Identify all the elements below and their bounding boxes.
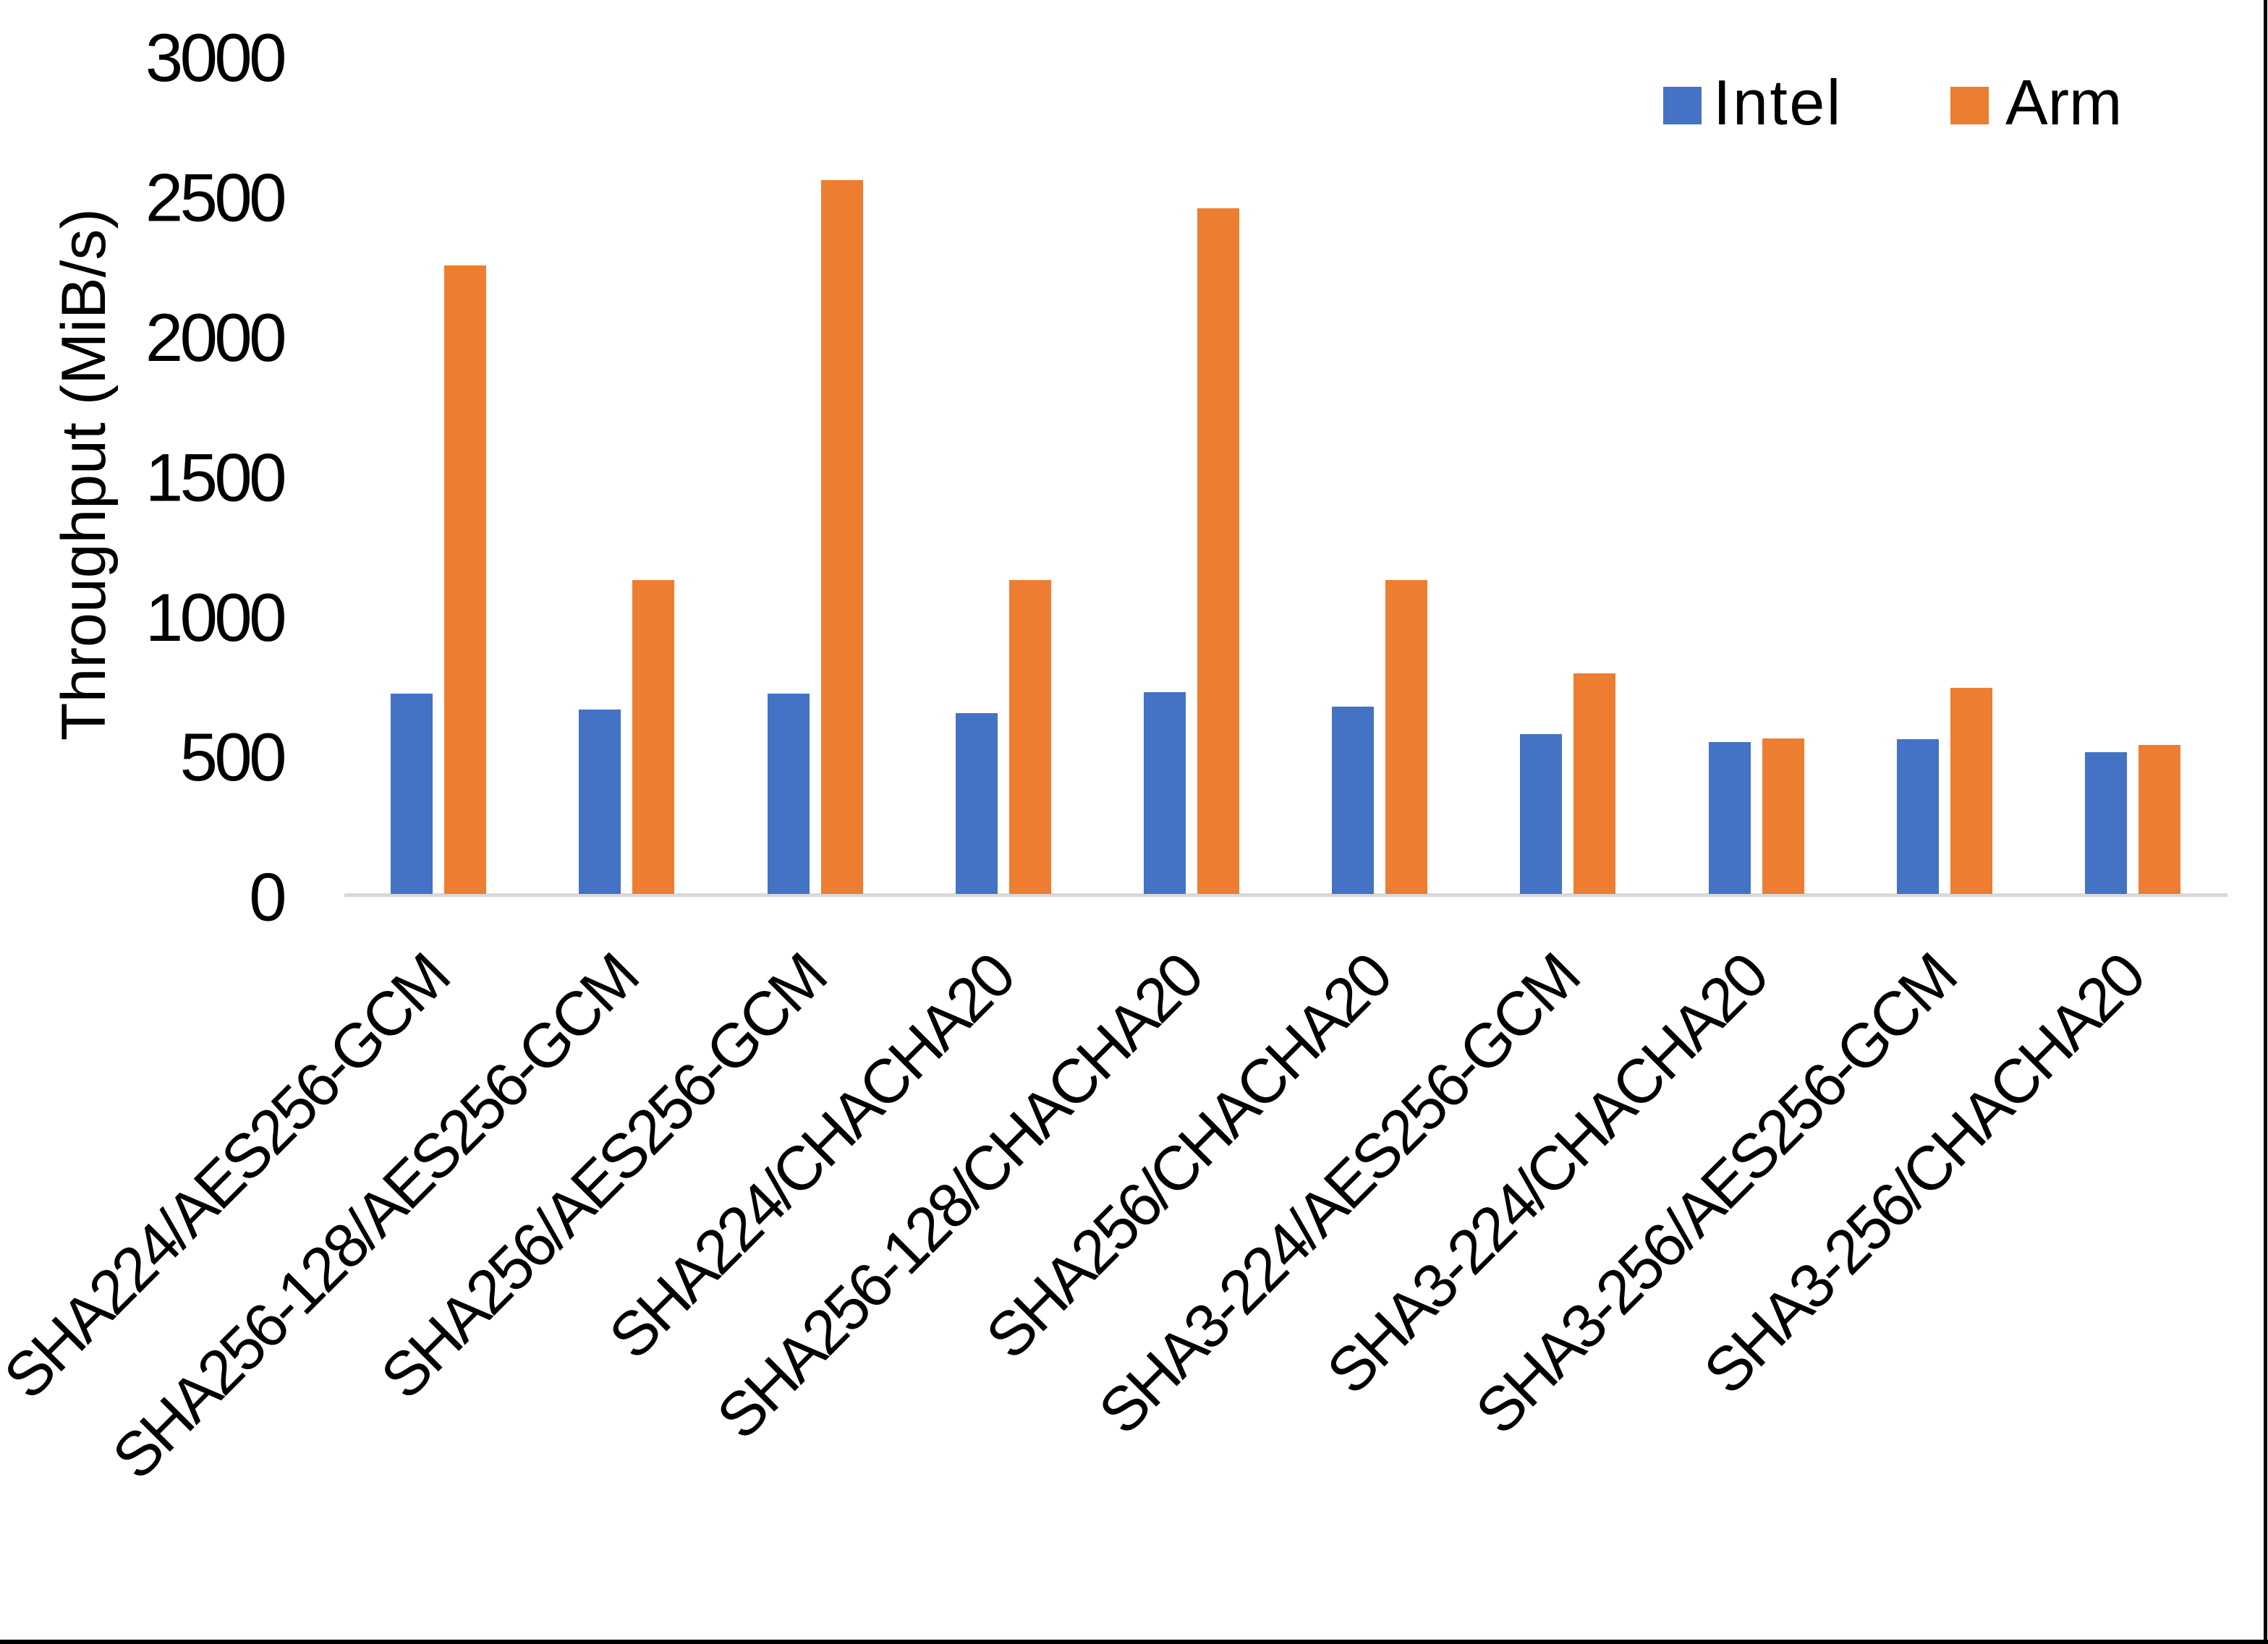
svg-text:0: 0 bbox=[249, 859, 284, 935]
svg-text:3000: 3000 bbox=[145, 20, 284, 95]
svg-text:Arm: Arm bbox=[2005, 67, 2122, 138]
svg-text:1000: 1000 bbox=[145, 579, 284, 655]
svg-text:Throughput (MiB/s): Throughput (MiB/s) bbox=[49, 208, 119, 741]
svg-text:500: 500 bbox=[180, 719, 285, 795]
svg-text:2000: 2000 bbox=[145, 299, 284, 375]
svg-text:2500: 2500 bbox=[145, 160, 284, 236]
svg-text:1500: 1500 bbox=[145, 439, 284, 515]
svg-text:Intel: Intel bbox=[1713, 67, 1843, 138]
